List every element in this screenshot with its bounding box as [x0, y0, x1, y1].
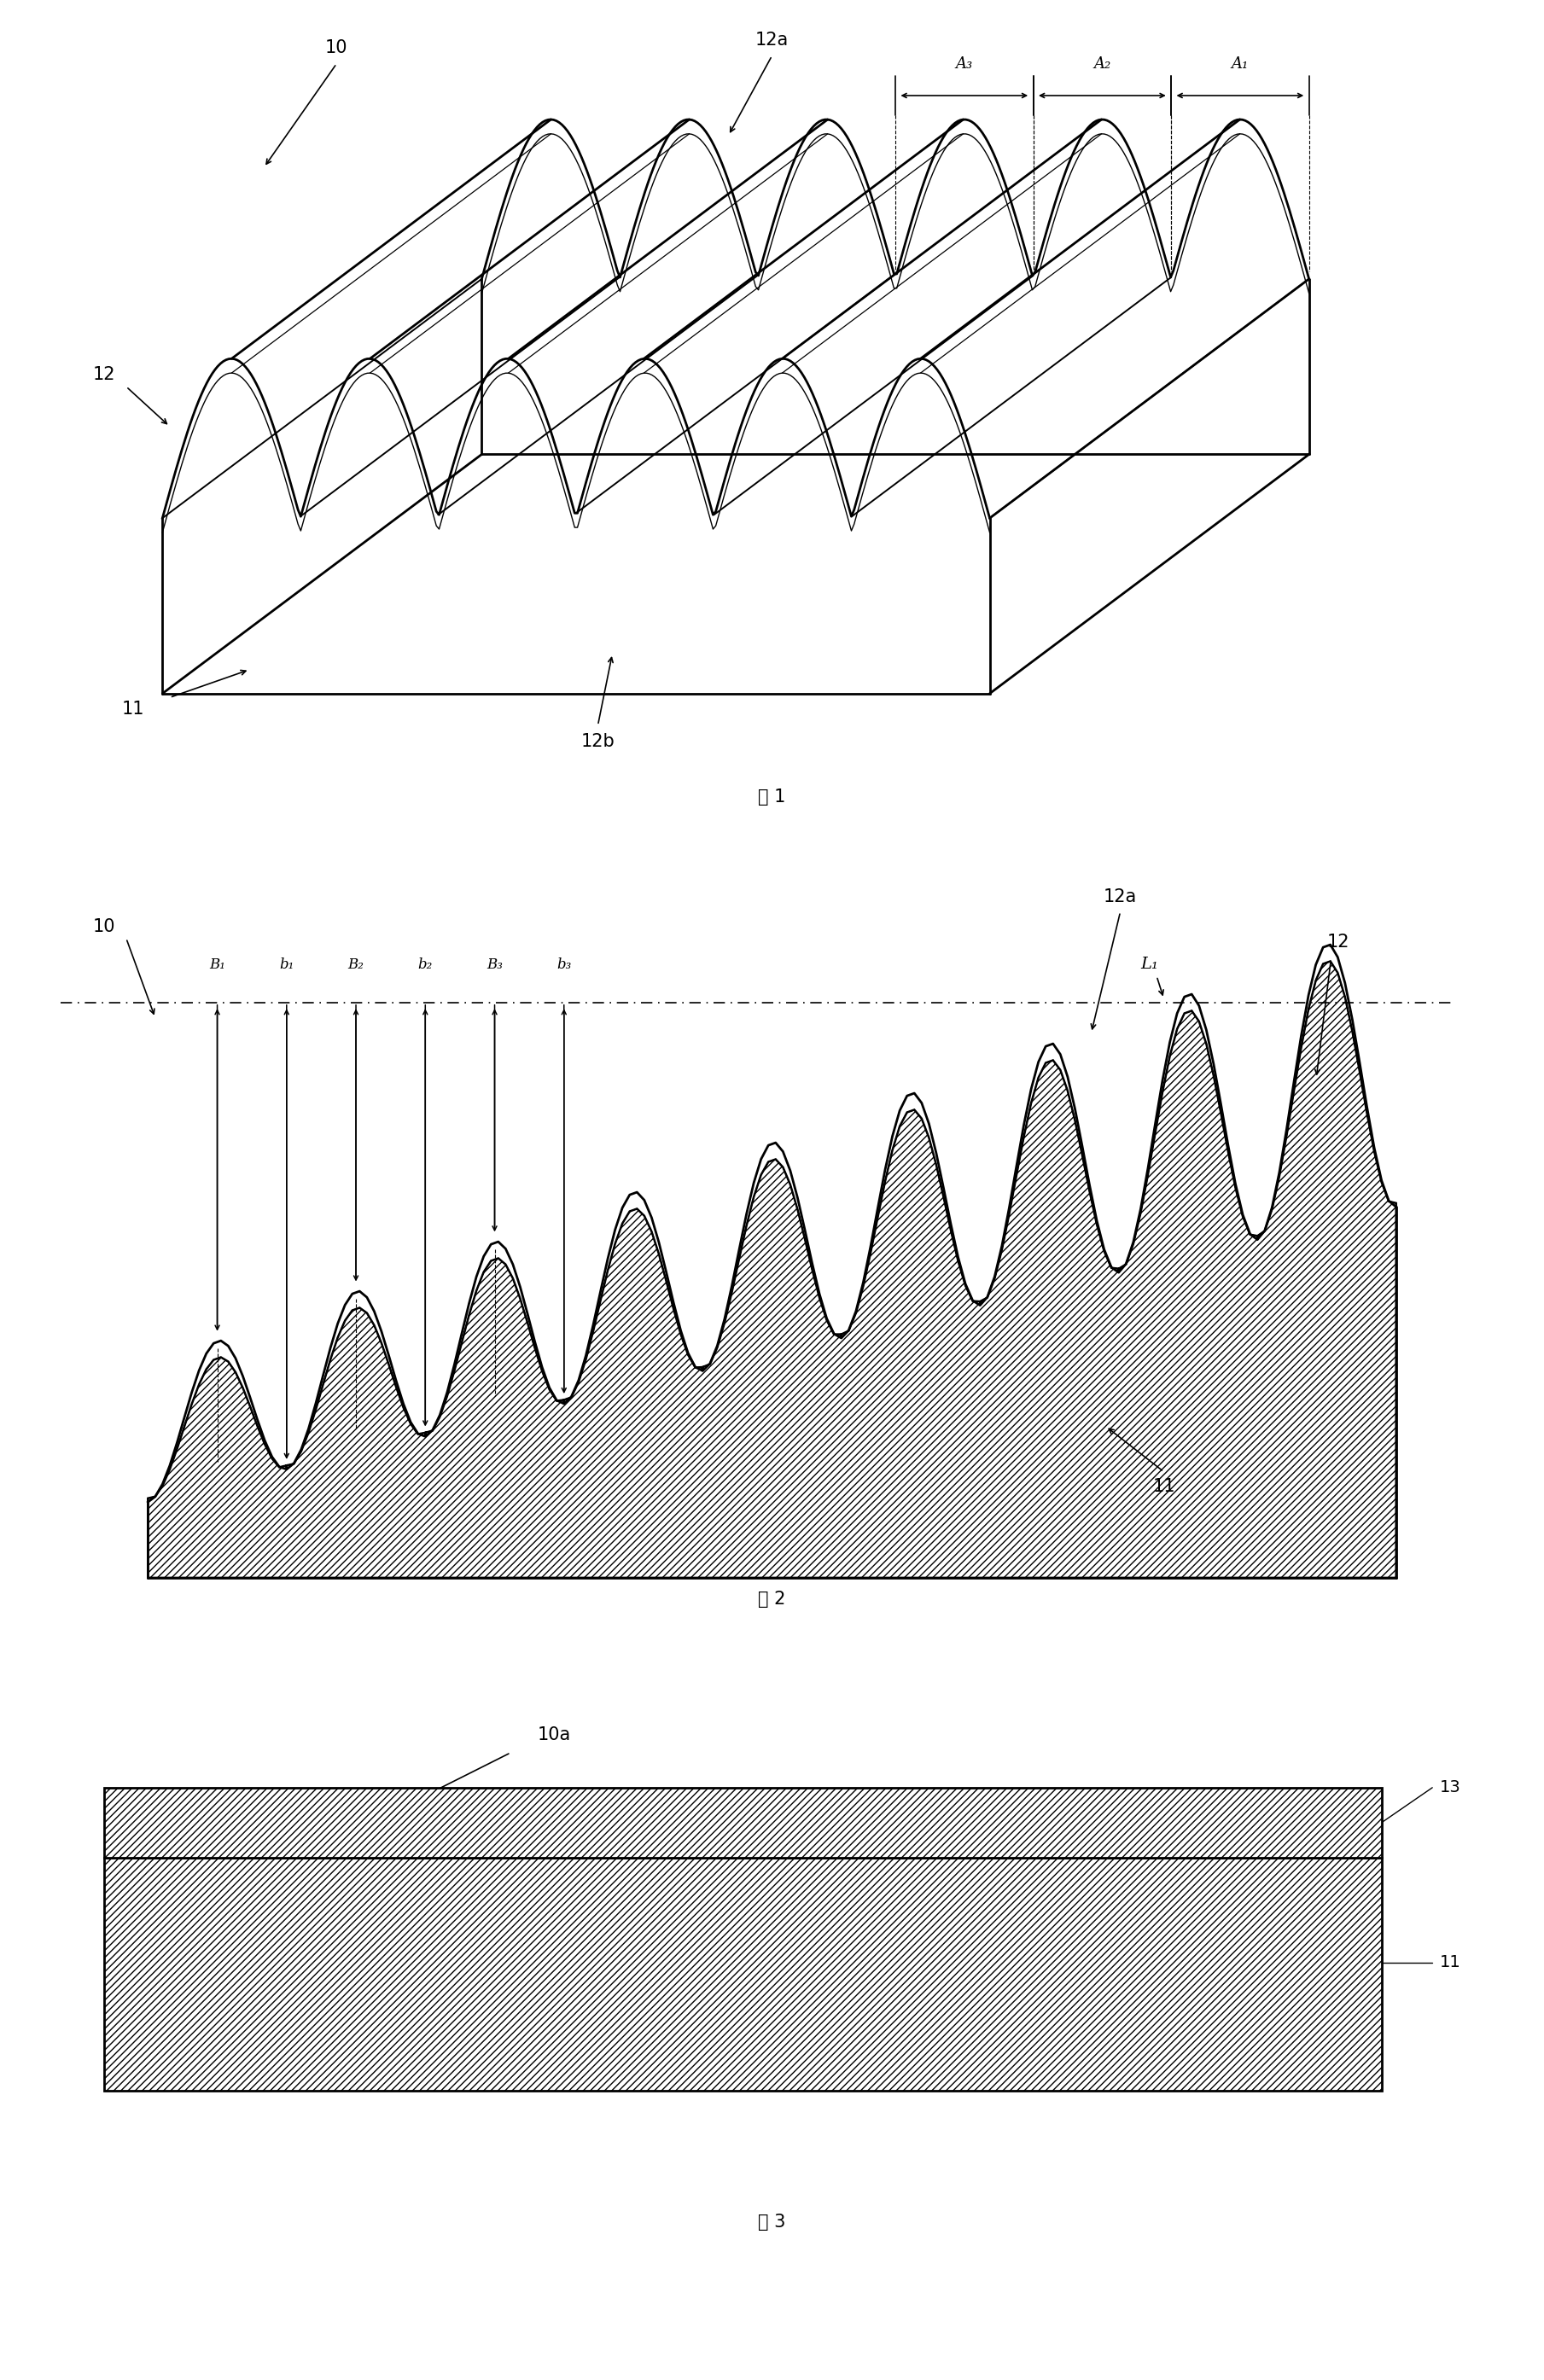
Text: 12: 12: [93, 367, 116, 383]
Text: A₂: A₂: [1093, 57, 1110, 71]
Text: B₁: B₁: [208, 957, 225, 973]
Polygon shape: [105, 1787, 1382, 1859]
Text: 12a: 12a: [1104, 888, 1136, 904]
Polygon shape: [105, 1859, 1382, 2092]
Text: B₂: B₂: [347, 957, 364, 973]
Text: 12: 12: [1326, 933, 1349, 950]
Text: A₁: A₁: [1232, 57, 1249, 71]
Text: b₁: b₁: [279, 957, 293, 973]
Text: 10: 10: [93, 919, 116, 935]
Text: b₂: b₂: [418, 957, 432, 973]
Text: A₃: A₃: [956, 57, 973, 71]
Text: 11: 11: [1439, 1954, 1461, 1971]
Text: 11: 11: [1152, 1478, 1175, 1495]
Text: 13: 13: [1439, 1780, 1461, 1797]
Text: 10: 10: [326, 38, 347, 57]
Text: 10a: 10a: [537, 1726, 571, 1745]
Text: B₃: B₃: [486, 957, 503, 973]
Text: 图 3: 图 3: [758, 2213, 786, 2230]
Text: 11: 11: [122, 702, 145, 719]
Text: 12b: 12b: [581, 733, 615, 750]
Text: 图 1: 图 1: [758, 788, 786, 804]
Polygon shape: [148, 962, 1396, 1578]
Text: L₁: L₁: [1141, 957, 1158, 973]
Text: b₃: b₃: [556, 957, 571, 973]
Text: 图 2: 图 2: [758, 1590, 786, 1609]
Text: 12a: 12a: [755, 31, 789, 48]
